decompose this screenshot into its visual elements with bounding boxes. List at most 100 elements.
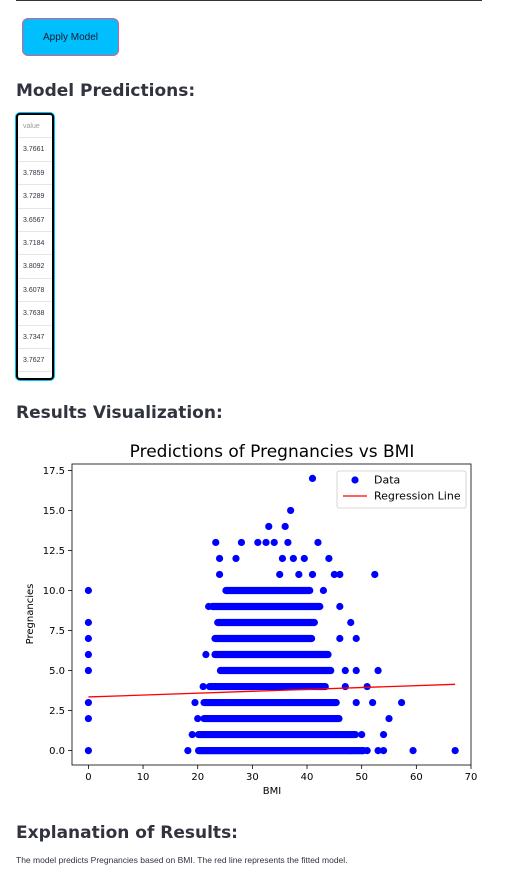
data-point xyxy=(289,554,297,563)
data-point xyxy=(265,522,273,531)
legend-data-marker xyxy=(351,476,359,484)
table-row: 3.6567 xyxy=(18,209,52,232)
plot-area xyxy=(71,463,472,766)
data-point-cluster xyxy=(211,650,332,659)
y-tick-label: 0.0 xyxy=(49,746,65,757)
data-point xyxy=(341,682,349,691)
x-tick-label: 30 xyxy=(246,772,259,783)
y-axis: 0.0 2.5 5.0 7.5 10.0 12.5 15.0 17.5 xyxy=(43,466,72,757)
x-axis: 0 10 20 30 40 50 60 70 xyxy=(85,765,477,783)
data-point xyxy=(369,698,377,707)
data-points xyxy=(84,474,459,755)
data-point-cluster xyxy=(205,682,329,691)
data-point xyxy=(191,698,199,707)
model-predictions-heading: Model Predictions: xyxy=(16,81,196,101)
data-point xyxy=(84,714,92,723)
data-point xyxy=(84,586,92,595)
data-point xyxy=(84,634,92,643)
y-tick-label: 2.5 xyxy=(49,706,65,717)
data-point xyxy=(232,554,240,563)
explanation-text: The model predicts Pregnancies based on … xyxy=(16,855,348,865)
data-point xyxy=(336,570,344,579)
table-header: value xyxy=(18,115,52,139)
data-point xyxy=(237,538,246,547)
y-tick-label: 15.0 xyxy=(43,506,65,517)
data-point xyxy=(308,570,317,579)
data-point-cluster xyxy=(214,618,318,627)
apply-model-button[interactable]: Apply Model xyxy=(22,18,119,56)
results-visualization-heading: Results Visualization: xyxy=(16,403,223,423)
data-point-cluster xyxy=(194,746,368,755)
data-point xyxy=(314,538,322,547)
x-tick-label: 40 xyxy=(301,772,314,783)
data-point xyxy=(374,746,382,755)
data-point xyxy=(319,586,328,595)
data-point xyxy=(194,714,202,723)
data-point xyxy=(300,554,308,563)
data-point-cluster xyxy=(208,602,324,611)
data-point xyxy=(352,666,360,675)
x-tick-label: 70 xyxy=(465,772,478,783)
legend-data-label: Data xyxy=(374,474,400,487)
data-point xyxy=(215,554,224,563)
y-tick-label: 7.5 xyxy=(49,626,65,637)
data-point xyxy=(371,570,379,579)
regression-line xyxy=(88,683,456,698)
data-point xyxy=(336,634,344,643)
data-point xyxy=(397,698,406,707)
data-point xyxy=(184,746,192,755)
data-point xyxy=(308,474,317,483)
data-point xyxy=(341,666,349,675)
data-point xyxy=(202,650,210,659)
data-point-cluster xyxy=(211,634,316,643)
top-divider xyxy=(16,0,482,1)
x-tick-label: 60 xyxy=(410,772,423,783)
data-point xyxy=(215,570,224,579)
explanation-heading: Explanation of Results: xyxy=(16,823,238,843)
data-point xyxy=(336,602,344,611)
data-point xyxy=(84,746,92,755)
table-row: 3.7638 xyxy=(18,302,52,326)
x-axis-label: BMI xyxy=(263,786,281,797)
data-point xyxy=(276,570,284,579)
scatter-chart: Predictions of Pregnancies vs BMI 0.0 2.5… xyxy=(25,442,477,797)
data-point xyxy=(262,538,270,547)
data-point xyxy=(385,714,393,723)
data-point xyxy=(212,538,220,547)
chart-title: Predictions of Pregnancies vs BMI xyxy=(130,442,415,462)
data-point-cluster xyxy=(194,730,359,739)
data-point xyxy=(84,698,92,707)
data-point xyxy=(295,570,303,579)
table-row: 3.7184 xyxy=(18,232,52,256)
data-point xyxy=(358,730,366,739)
data-point xyxy=(254,538,262,547)
data-point xyxy=(325,554,333,563)
y-tick-label: 17.5 xyxy=(43,466,65,477)
x-tick-label: 10 xyxy=(137,772,150,783)
data-point xyxy=(199,682,207,691)
data-point xyxy=(270,538,278,547)
x-tick-label: 0 xyxy=(85,772,91,783)
data-point xyxy=(281,522,289,531)
predictions-table[interactable]: value 3.7661 3.7859 3.7289 3.6567 3.7184… xyxy=(16,113,54,380)
data-point xyxy=(287,506,295,515)
data-point xyxy=(374,666,382,675)
data-point xyxy=(451,746,459,755)
data-point-cluster xyxy=(200,714,343,723)
data-point xyxy=(352,698,360,707)
data-point xyxy=(84,666,92,675)
legend: Data Regression Line xyxy=(336,470,467,509)
legend-line-label: Regression Line xyxy=(374,490,461,503)
data-point xyxy=(278,554,287,563)
data-point xyxy=(347,618,355,627)
y-tick-label: 10.0 xyxy=(43,586,65,597)
y-tick-label: 5.0 xyxy=(49,666,65,677)
data-point xyxy=(379,746,388,755)
data-point xyxy=(352,634,360,643)
table-row: 3.7347 xyxy=(18,326,52,349)
table-row: 3.7289 xyxy=(18,185,52,209)
data-point xyxy=(409,746,417,755)
table-row: 3.7859 xyxy=(18,162,52,186)
x-tick-label: 50 xyxy=(355,772,368,783)
data-point xyxy=(330,570,338,579)
